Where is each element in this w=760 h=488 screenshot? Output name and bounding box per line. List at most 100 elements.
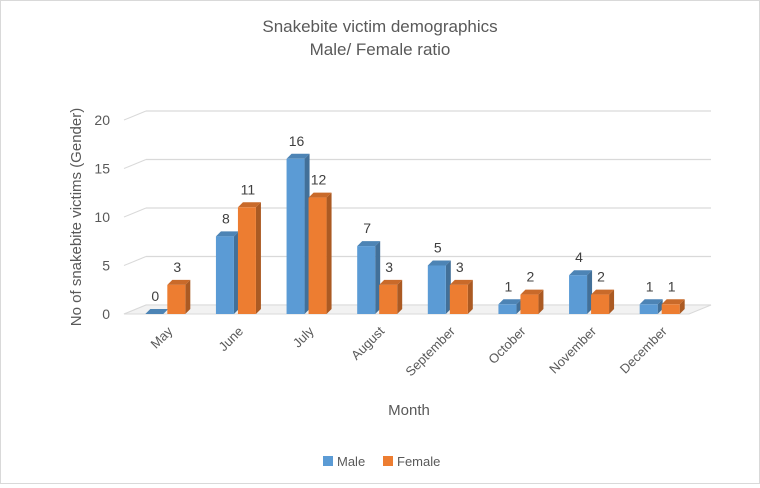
y-tick-label: 5 (102, 258, 110, 274)
bar-top (167, 279, 191, 285)
bar-female-november (591, 289, 615, 314)
y-axis-ticks: 0 5 10 15 20 (94, 112, 110, 322)
bar-male-august (357, 241, 381, 314)
x-tick-label: July (290, 323, 317, 350)
x-tick-label: November (546, 323, 599, 376)
bar-front (498, 304, 517, 314)
bar-side (609, 289, 615, 314)
gridline-side (123, 159, 147, 169)
bar-female-june (237, 202, 261, 314)
bar-front (215, 236, 234, 314)
data-label-male: 7 (363, 220, 371, 236)
bar-side (538, 289, 544, 314)
bar-top (639, 299, 663, 305)
bar-front (639, 304, 658, 314)
bar-female-october (520, 289, 544, 314)
bar-top (520, 289, 544, 295)
x-tick-label: June (216, 324, 247, 355)
bar-top (237, 202, 261, 208)
legend-swatch-male (323, 456, 333, 466)
data-label-female: 11 (241, 181, 256, 197)
y-tick-label: 0 (102, 306, 110, 322)
bar-side (326, 192, 332, 314)
data-label-male: 16 (289, 133, 305, 149)
x-tick-label: October (485, 323, 529, 367)
bar-female-may (167, 279, 191, 314)
gridlines (123, 110, 711, 315)
bar-front (591, 294, 610, 314)
data-label-female: 1 (668, 278, 676, 294)
data-label-male: 4 (575, 249, 583, 265)
bar-front (167, 284, 186, 314)
x-axis-ticks: May June July August September October Novembe… (147, 323, 670, 379)
bar-male-october (498, 299, 522, 314)
bar-front (308, 197, 327, 314)
bar-side (185, 279, 191, 314)
bar-male-september (427, 260, 451, 314)
bar-top (357, 241, 381, 247)
data-label-male: 1 (505, 278, 513, 294)
legend-label-female: Female (397, 454, 440, 469)
x-tick-label: December (617, 323, 670, 376)
legend-label-male: Male (337, 454, 365, 469)
bar-top (427, 260, 451, 266)
bar-side (516, 299, 522, 314)
data-label-female: 12 (311, 172, 327, 188)
legend-swatch-female (383, 456, 393, 466)
bar-side (304, 153, 310, 314)
bar-front (237, 207, 256, 314)
bars (145, 153, 685, 314)
chart-floor (123, 304, 712, 315)
bar-side (255, 202, 261, 314)
x-tick-label: August (348, 323, 387, 362)
gridline-side (123, 207, 147, 218)
bar-male-december (639, 299, 663, 314)
bar-male-june (215, 231, 239, 314)
bar-side (375, 241, 381, 314)
bar-top (145, 309, 169, 314)
data-label-female: 3 (385, 259, 393, 275)
bar-top (308, 192, 332, 198)
data-label-female: 2 (597, 269, 605, 285)
bar-top (498, 299, 522, 305)
chart-title: Snakebite victim demographics (262, 17, 497, 36)
bar-top (591, 289, 615, 295)
bar-side (657, 299, 663, 314)
bar-male-november (569, 270, 593, 314)
legend: Male Female (323, 454, 440, 469)
data-label-male: 0 (151, 288, 159, 304)
bar-top (661, 299, 685, 305)
bar-side (233, 231, 239, 314)
bar-top (449, 279, 473, 285)
bar-side (679, 299, 685, 314)
bar-side (445, 260, 451, 314)
y-tick-label: 15 (94, 161, 110, 177)
x-axis-title: Month (388, 402, 430, 419)
bar-top (215, 231, 239, 237)
bar-male-july (286, 153, 310, 314)
x-tick-label: September (402, 323, 458, 379)
floor-plane (123, 304, 712, 315)
bar-front (520, 294, 539, 314)
chart-subtitle: Male/ Female ratio (310, 40, 451, 59)
bar-female-august (379, 279, 403, 314)
bar-front (449, 284, 468, 314)
bar-top (379, 279, 403, 285)
y-tick-label: 10 (94, 209, 110, 225)
bar-side (397, 279, 403, 314)
bar-male-may (145, 309, 169, 314)
data-label-male: 1 (646, 278, 654, 294)
bar-front (661, 304, 680, 314)
bar-front (357, 246, 376, 314)
data-label-male: 8 (222, 210, 230, 226)
bar-side (467, 279, 473, 314)
bar-top (286, 153, 310, 159)
data-label-female: 3 (173, 259, 181, 275)
data-label-male: 5 (434, 240, 442, 256)
x-tick-label: May (147, 323, 175, 351)
y-tick-label: 20 (94, 112, 110, 128)
bar-female-december (661, 299, 685, 314)
